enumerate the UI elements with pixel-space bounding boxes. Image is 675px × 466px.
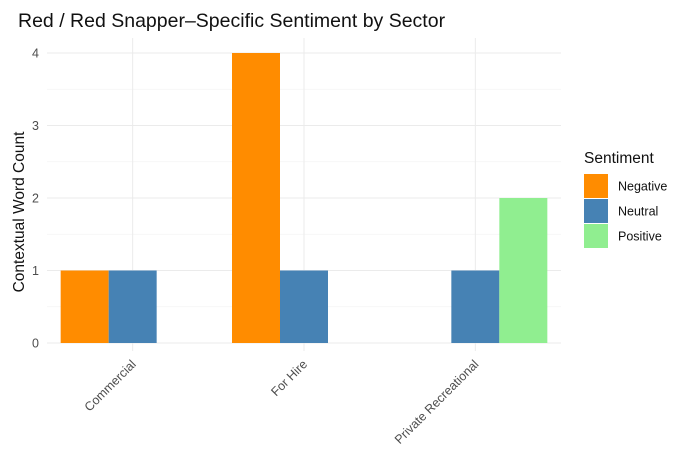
legend-label-negative: Negative (618, 180, 667, 194)
legend-key-neutral (584, 199, 608, 223)
bar-neutral-commercial (108, 270, 157, 343)
y-tick-label: 4 (32, 47, 39, 61)
bar-negative-commercial (60, 270, 109, 343)
x-tick-label: For Hire (268, 357, 310, 399)
y-tick-label: 2 (32, 192, 39, 206)
bar-positive-private-recreational (499, 198, 548, 343)
y-axis-title: Contextual Word Count (11, 131, 28, 293)
x-tick-label: Private Recreational (392, 357, 481, 446)
legend: Sentiment Negative Neutral Positive (584, 150, 667, 248)
x-axis-ticks: Commercial For Hire Private Recreational (82, 357, 482, 447)
x-tick-label: Commercial (82, 357, 139, 414)
chart-title: Red / Red Snapper–Specific Sentiment by … (18, 10, 446, 32)
legend-key-positive (584, 224, 608, 248)
y-axis-ticks: 0 1 2 3 4 (32, 47, 39, 351)
bar-neutral-for-hire (280, 270, 328, 343)
y-tick-label: 0 (32, 337, 39, 351)
y-tick-label: 3 (32, 119, 39, 133)
legend-key-negative (584, 174, 608, 198)
bar-negative-for-hire (232, 53, 280, 343)
bar-neutral-private-recreational (451, 270, 500, 343)
chart-bars (60, 53, 548, 343)
legend-title: Sentiment (584, 150, 654, 167)
legend-label-neutral: Neutral (618, 205, 658, 219)
legend-label-positive: Positive (618, 230, 662, 244)
y-tick-label: 1 (32, 264, 39, 278)
